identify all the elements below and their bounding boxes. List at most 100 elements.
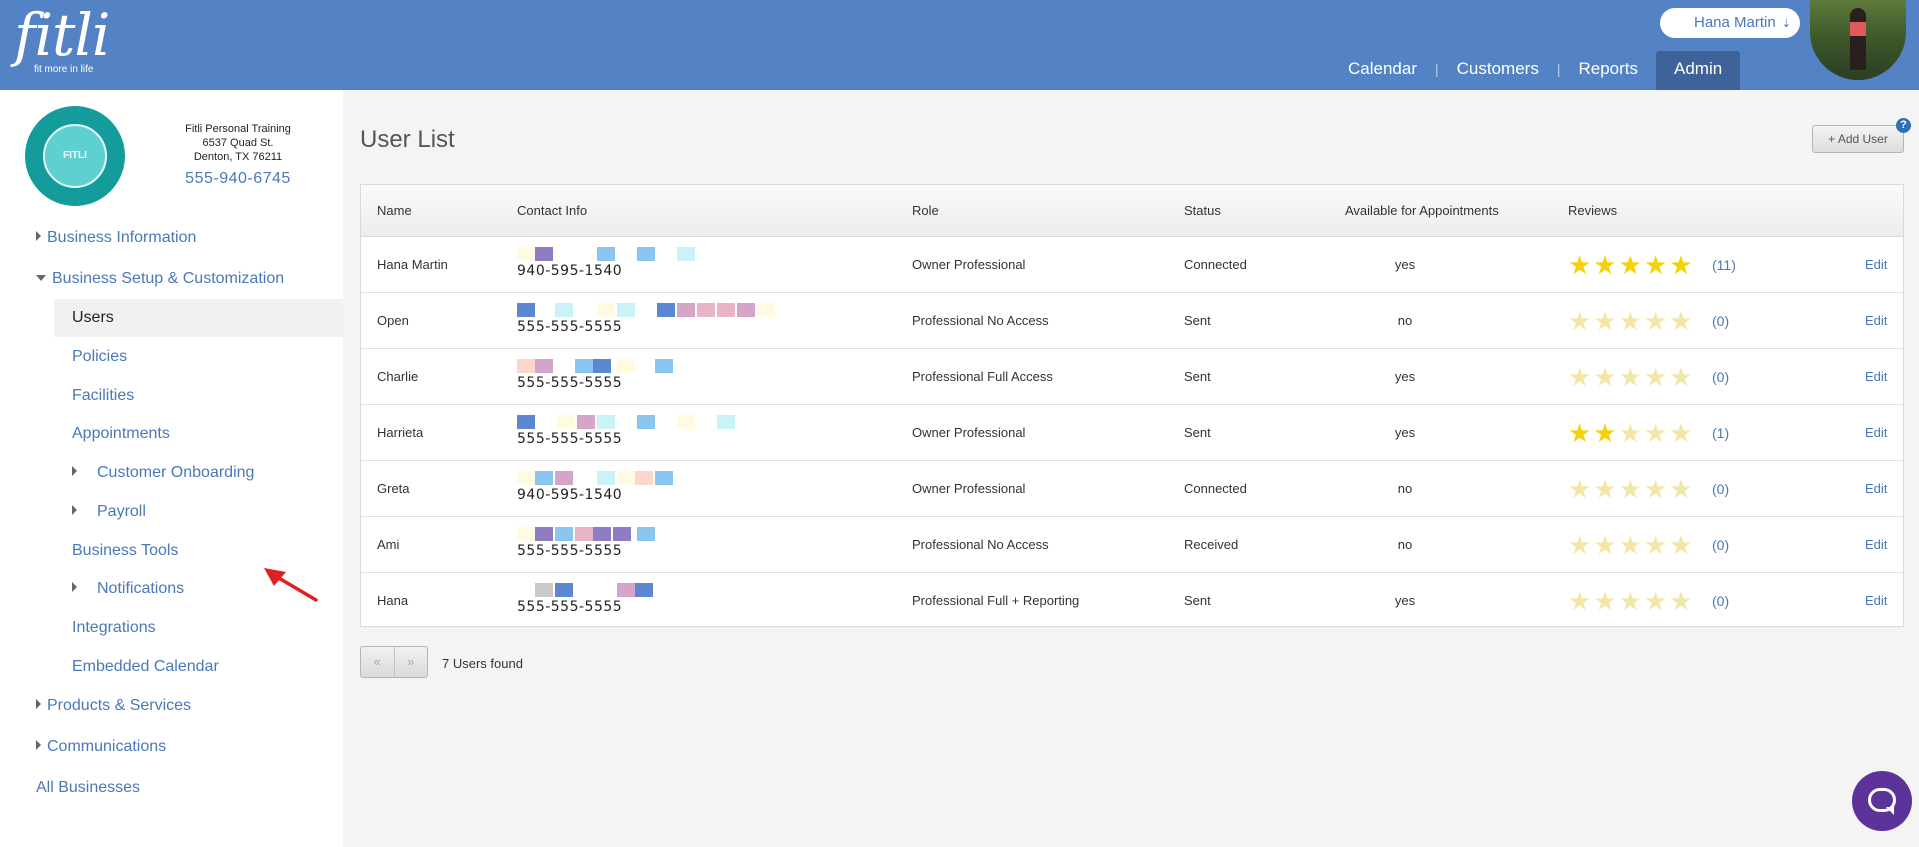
column-role[interactable]: Role xyxy=(912,203,939,218)
sidebar-item-all-businesses[interactable]: All Businesses xyxy=(36,779,141,796)
chat-button[interactable] xyxy=(1852,771,1912,831)
sidebar-item-notifications[interactable]: Notifications xyxy=(72,579,184,599)
redaction-block xyxy=(517,471,535,485)
star-icon: ★ xyxy=(1568,250,1594,280)
redaction-block xyxy=(593,359,611,373)
star-icon: ★ xyxy=(1643,306,1670,336)
phone-number: 555-555-5555 xyxy=(517,543,623,559)
table-row[interactable]: Harrieta 555-555-5555 Owner Professional Se… xyxy=(361,405,1903,461)
sidebar-item-payroll[interactable]: Payroll xyxy=(72,502,146,522)
sidebar-item-label: Business Information xyxy=(47,229,197,246)
edit-link[interactable]: Edit xyxy=(1865,537,1888,552)
redaction-block xyxy=(517,303,535,317)
sidebar-item-facilities[interactable]: Facilities xyxy=(72,387,135,404)
available-flag: yes xyxy=(1394,593,1416,608)
table-row[interactable]: Hana 555-555-5555 Professional Full + Repo… xyxy=(361,573,1903,629)
user-menu[interactable]: Hana Martin ⇣ xyxy=(1660,8,1800,38)
sidebar-item-business-setup[interactable]: Business Setup & Customization xyxy=(36,269,284,289)
redaction-block xyxy=(593,527,611,541)
sidebar-item-label: Customer Onboarding xyxy=(97,464,255,481)
column-name[interactable]: Name xyxy=(377,203,412,218)
user-role: Owner Professional xyxy=(912,481,1026,496)
redaction-block xyxy=(535,247,553,261)
sidebar-item-users[interactable]: Users xyxy=(72,309,114,326)
redaction-block xyxy=(617,583,635,597)
star-icon: ★ xyxy=(1643,418,1670,448)
redaction-block xyxy=(677,303,695,317)
star-icon: ★ xyxy=(1618,586,1644,616)
redaction-block xyxy=(535,359,553,373)
redaction-block xyxy=(657,303,675,317)
redaction-block xyxy=(613,527,631,541)
sidebar-item-customer-onboarding[interactable]: Customer Onboarding xyxy=(72,463,254,483)
redaction-block xyxy=(677,247,695,261)
redaction-block xyxy=(597,247,615,261)
avatar[interactable] xyxy=(1810,0,1906,80)
review-count[interactable]: (0) xyxy=(1712,369,1730,385)
table-row[interactable]: Hana Martin 940-595-1540 Owner Professiona… xyxy=(361,237,1903,293)
redaction-block xyxy=(655,471,673,485)
redaction-block xyxy=(575,359,593,373)
column-available: Available for Appointments xyxy=(1345,203,1499,218)
table-row[interactable]: Charlie 555-555-5555 Professional Full Acc… xyxy=(361,349,1903,405)
add-user-button[interactable]: + Add User xyxy=(1812,125,1904,153)
column-contact: Contact Info xyxy=(517,203,588,218)
help-icon[interactable]: ? xyxy=(1896,118,1911,133)
caret-right-icon xyxy=(36,231,41,241)
sidebar-item-communications[interactable]: Communications xyxy=(36,737,166,757)
business-logo-text: FITLI xyxy=(43,124,107,188)
sidebar-item-appointments[interactable]: Appointments xyxy=(72,425,170,442)
table-row[interactable]: Ami 555-555-5555 Professional No Access Rec… xyxy=(361,517,1903,573)
phone-number: 555-555-5555 xyxy=(517,375,623,391)
sidebar-item-business-tools[interactable]: Business Tools xyxy=(72,542,179,559)
review-count[interactable]: (0) xyxy=(1712,481,1730,497)
nav-reports[interactable]: Reports xyxy=(1578,59,1638,78)
edit-link[interactable]: Edit xyxy=(1865,313,1888,328)
redaction-block xyxy=(617,303,635,317)
sidebar-item-products-services[interactable]: Products & Services xyxy=(36,696,191,716)
available-flag: yes xyxy=(1394,257,1416,272)
sidebar-item-integrations[interactable]: Integrations xyxy=(72,619,156,636)
page-title: User List xyxy=(360,126,455,153)
active-row-highlight xyxy=(54,299,343,337)
pager-next-button[interactable]: » xyxy=(407,654,415,669)
sidebar-item-policies[interactable]: Policies xyxy=(72,348,128,365)
sidebar-item-embedded-calendar[interactable]: Embedded Calendar xyxy=(72,658,219,675)
column-status[interactable]: Status xyxy=(1184,203,1221,218)
review-count[interactable]: (0) xyxy=(1712,593,1730,609)
star-rating: ★★★★★ xyxy=(1568,363,1695,391)
user-name: Ami xyxy=(377,537,400,552)
available-flag: yes xyxy=(1394,425,1416,440)
edit-link[interactable]: Edit xyxy=(1865,257,1888,272)
sidebar-item-business-information[interactable]: Business Information xyxy=(36,228,196,248)
table-row[interactable]: Open 555-555-5555 Professional No Access Se… xyxy=(361,293,1903,349)
business-address2: Denton, TX 76211 xyxy=(193,151,283,163)
user-role: Professional Full + Reporting xyxy=(912,593,1080,608)
edit-link[interactable]: Edit xyxy=(1865,593,1888,608)
redaction-block xyxy=(757,303,775,317)
nav-customers[interactable]: Customers xyxy=(1456,59,1539,78)
review-count[interactable]: (0) xyxy=(1712,313,1730,329)
star-icon: ★ xyxy=(1618,530,1644,560)
fitli-logo[interactable]: fitli fit more in life xyxy=(14,4,110,75)
nav-calendar[interactable]: Calendar xyxy=(1348,59,1417,78)
review-count[interactable]: (1) xyxy=(1712,425,1730,441)
logo-tagline: fit more in life xyxy=(34,64,94,75)
redaction-block xyxy=(557,415,575,429)
review-count[interactable]: (0) xyxy=(1712,537,1730,553)
business-phone[interactable]: 555-940-6745 xyxy=(185,170,291,187)
table-header: Name Contact Info Role Status Available … xyxy=(361,185,1903,237)
edit-link[interactable]: Edit xyxy=(1865,425,1888,440)
star-icon: ★ xyxy=(1593,250,1619,280)
nav-admin[interactable]: Admin xyxy=(1656,51,1741,90)
star-icon: ★ xyxy=(1568,586,1594,616)
sidebar-item-label: Communications xyxy=(47,738,167,755)
review-count[interactable]: (11) xyxy=(1712,257,1736,273)
edit-link[interactable]: Edit xyxy=(1865,369,1888,384)
pager-prev-button[interactable]: « xyxy=(361,647,395,677)
edit-link[interactable]: Edit xyxy=(1865,481,1888,496)
redaction-block xyxy=(535,583,553,597)
table-row[interactable]: Greta 940-595-1540 Owner Professional Conne… xyxy=(361,461,1903,517)
caret-right-icon xyxy=(72,582,77,592)
sidebar-item-label: Notifications xyxy=(97,580,185,597)
